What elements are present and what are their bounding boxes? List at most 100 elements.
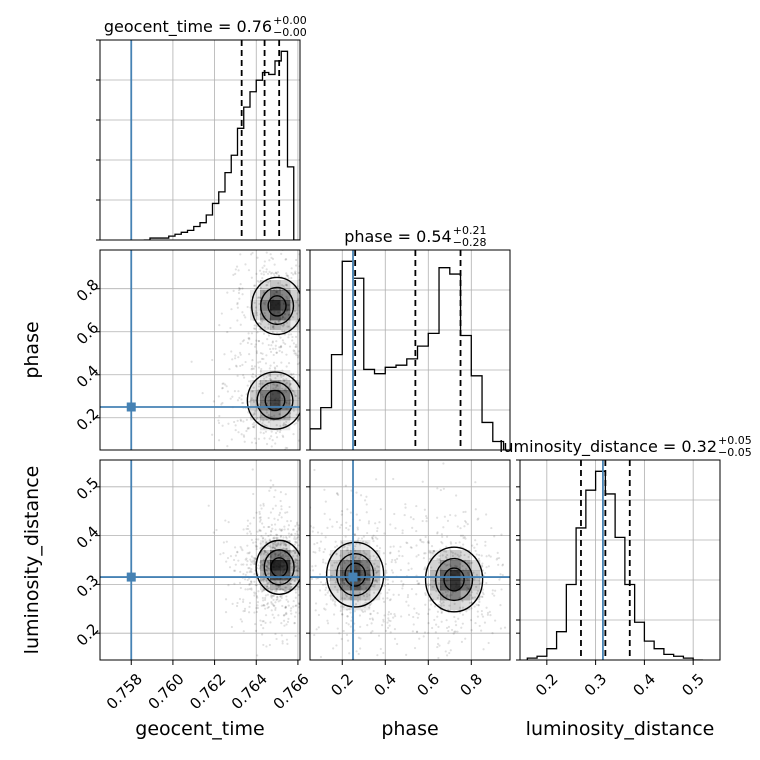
density-cell: [260, 420, 271, 431]
sample-point: [307, 619, 309, 621]
sample-point: [326, 526, 329, 529]
sample-point: [280, 634, 283, 637]
sample-point: [325, 603, 328, 606]
sample-point: [341, 542, 344, 545]
sample-point: [324, 500, 327, 503]
sample-point: [313, 539, 315, 541]
sample-point: [388, 599, 392, 602]
sample-point: [265, 585, 269, 589]
sample-point: [238, 351, 242, 354]
sample-point: [386, 578, 390, 581]
sample-point: [415, 504, 418, 508]
sample-point: [399, 568, 402, 572]
sample-point: [381, 624, 384, 627]
sample-point: [318, 287, 320, 289]
sample-point: [282, 581, 285, 584]
density-cell: [470, 580, 481, 591]
sample-point: [363, 669, 365, 671]
sample-point: [262, 577, 266, 581]
sample-point: [389, 551, 392, 554]
sample-point: [236, 399, 240, 402]
sample-point: [328, 553, 332, 556]
sample-point: [252, 376, 255, 379]
sample-point: [365, 587, 368, 590]
sample-point: [276, 542, 280, 546]
sample-point: [281, 369, 284, 372]
truth-marker: [126, 572, 136, 582]
sample-point: [286, 642, 289, 645]
density-cell: [260, 560, 271, 571]
sample-point: [430, 545, 434, 548]
sample-point: [302, 587, 304, 589]
sample-point: [295, 343, 298, 346]
sample-point: [289, 244, 291, 246]
sample-point: [264, 461, 266, 463]
sample-point: [331, 525, 334, 528]
sample-point: [287, 325, 291, 328]
sample-point: [265, 418, 268, 421]
sample-point: [440, 604, 443, 608]
sample-point: [412, 623, 415, 626]
sample-point: [470, 591, 474, 594]
sample-point: [275, 456, 277, 458]
sample-point: [301, 404, 303, 406]
sample-point: [293, 391, 296, 394]
sample-point: [308, 311, 310, 313]
sample-point: [396, 642, 399, 646]
sample-point: [242, 598, 245, 601]
sample-point: [269, 545, 272, 548]
sample-point: [294, 541, 297, 544]
sample-point: [423, 552, 426, 555]
sample-point: [224, 519, 227, 522]
sample-point: [411, 630, 414, 633]
sample-point: [270, 600, 273, 604]
sample-point: [270, 344, 273, 347]
sample-point: [276, 544, 279, 547]
sample-point: [441, 535, 444, 539]
sample-point: [348, 597, 351, 600]
title-minus-phase: −0.28: [453, 236, 487, 249]
sample-point: [493, 535, 496, 538]
sample-point: [288, 505, 291, 509]
sample-point: [478, 553, 481, 557]
sample-point: [392, 616, 395, 619]
sample-point: [470, 629, 473, 632]
sample-point: [212, 531, 215, 534]
sample-point: [279, 595, 282, 598]
sample-point: [428, 583, 432, 586]
sample-point: [259, 529, 262, 532]
sample-point: [254, 622, 257, 626]
density-cell: [450, 550, 461, 561]
sample-point: [281, 640, 284, 643]
sample-point: [462, 536, 465, 540]
sample-point: [513, 591, 515, 593]
sample-point: [307, 567, 309, 569]
sample-point: [398, 554, 401, 557]
sample-point: [451, 591, 455, 594]
sample-point: [469, 619, 473, 622]
sample-point: [366, 595, 369, 598]
sample-point: [271, 594, 275, 597]
sample-point: [401, 554, 404, 558]
density-cell: [290, 580, 300, 591]
sample-point: [286, 557, 290, 560]
sample-point: [377, 634, 381, 637]
sample-point: [306, 290, 308, 292]
sample-point: [255, 311, 259, 314]
sample-point: [285, 537, 288, 540]
sample-point: [267, 572, 270, 575]
sample-point: [259, 547, 262, 550]
sample-point: [274, 504, 277, 507]
sample-point: [306, 578, 308, 580]
sample-point: [252, 386, 255, 389]
sample-point: [231, 602, 234, 605]
sample-point: [284, 552, 287, 555]
sample-point: [471, 544, 474, 547]
sample-point: [307, 556, 309, 558]
sample-point: [269, 364, 272, 367]
sample-point: [339, 554, 342, 557]
sample-point: [387, 619, 390, 622]
sample-point: [493, 594, 496, 597]
sample-point: [234, 429, 237, 432]
sample-point: [369, 603, 372, 607]
